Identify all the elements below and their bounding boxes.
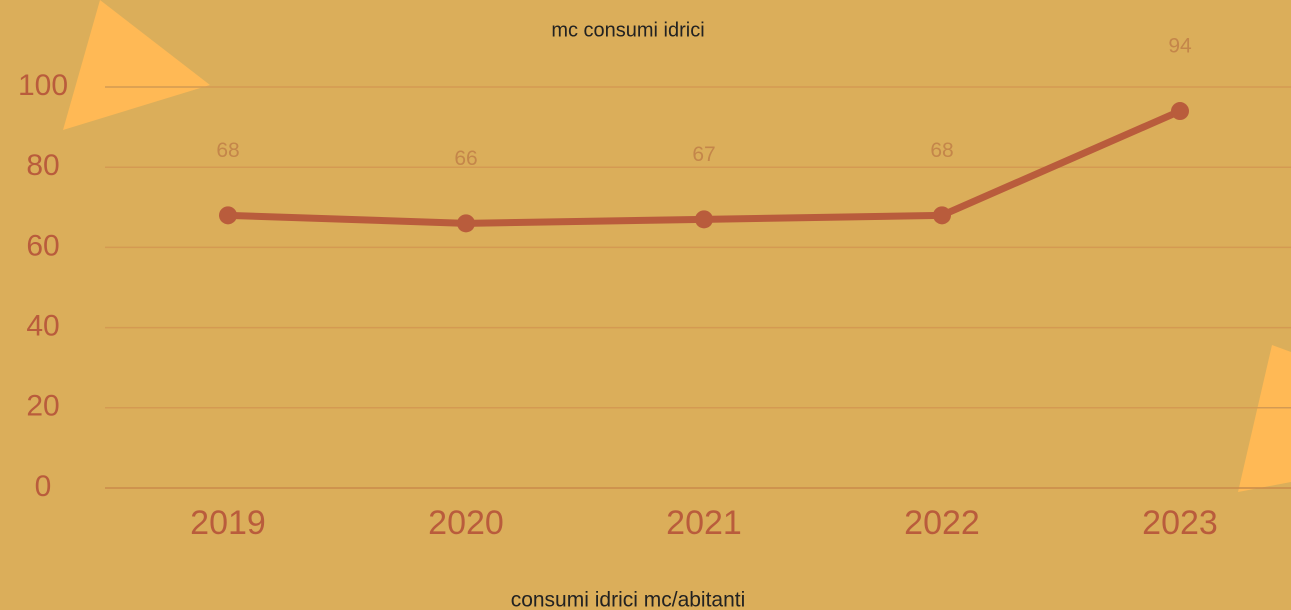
x-tick-label: 2020 [428,504,504,542]
y-tick-label: 60 [26,229,59,262]
decor-triangle [1238,345,1291,492]
y-tick-label: 80 [26,149,59,182]
data-point [457,214,475,233]
y-tick-label: 0 [35,470,52,503]
x-axis-label: consumi idrici mc/abitanti [511,589,746,610]
x-tick-label: 2019 [190,504,266,542]
data-point [1171,102,1189,121]
data-label: 67 [692,143,715,166]
data-label: 94 [1168,35,1192,58]
y-tick-label: 20 [26,390,59,423]
x-tick-label: 2023 [1142,504,1218,542]
y-tick-label: 40 [26,310,59,343]
data-label: 66 [454,147,477,170]
data-label: 68 [216,139,239,162]
chart-title: mc consumi idrici [551,19,704,41]
data-point [695,210,713,229]
y-tick-label: 100 [18,69,68,102]
data-point [219,206,237,225]
x-tick-label: 2022 [904,504,980,542]
x-tick-label: 2021 [666,504,742,542]
data-point [933,206,951,225]
data-label: 68 [930,139,953,162]
decor-triangle [63,0,210,130]
